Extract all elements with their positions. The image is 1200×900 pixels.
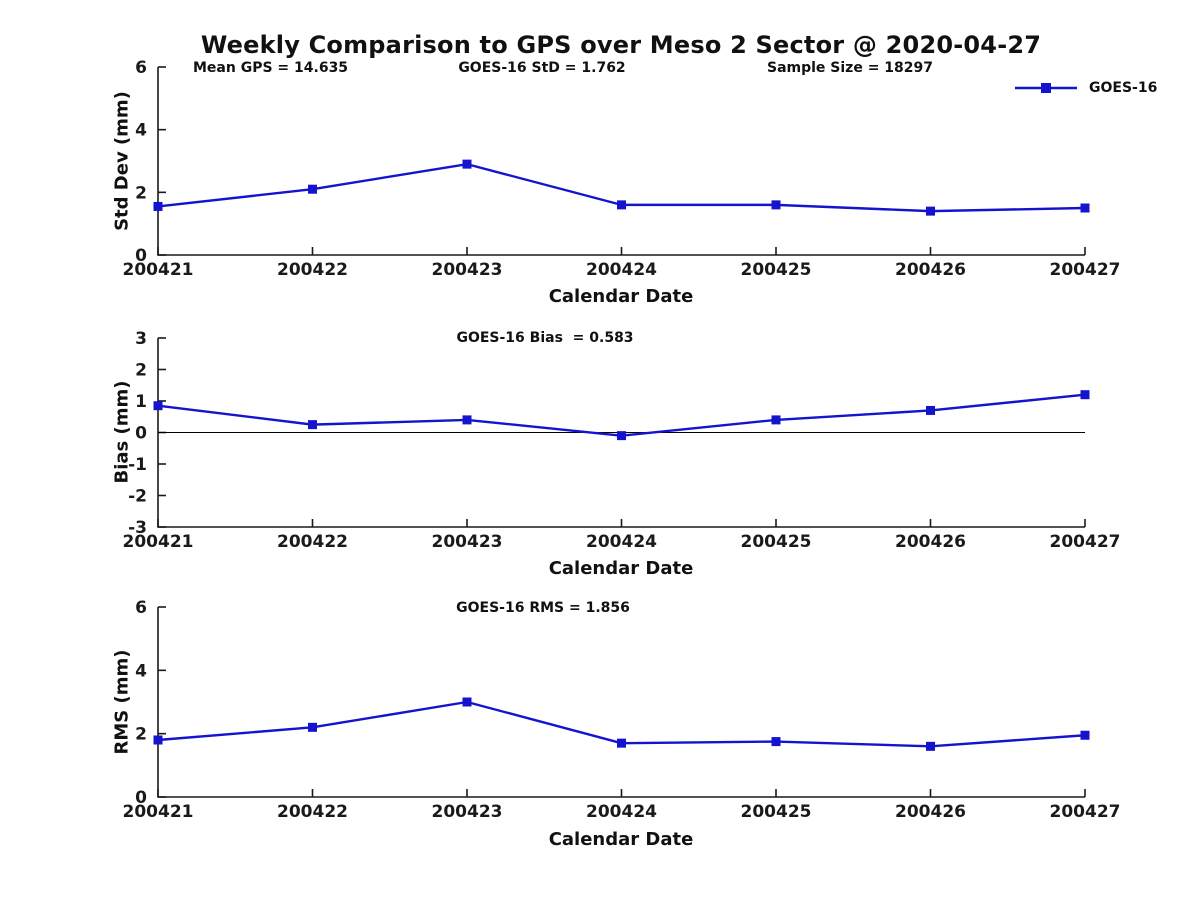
series-line: [157, 393, 1086, 437]
axes: [157, 67, 1085, 256]
mean-gps-annotation: Mean GPS = 14.635: [193, 60, 349, 76]
y-tick-label: -3: [128, 518, 147, 538]
bias-ylabel: Bias (mm): [111, 380, 133, 484]
y-tick-label: 6: [135, 58, 147, 78]
y-tick-label: 4: [135, 121, 147, 141]
y-tick-label: 1: [135, 392, 147, 412]
x-tick-label: 200423: [432, 260, 503, 280]
y-tick-label: 4: [135, 661, 147, 681]
data-point-marker: [462, 159, 472, 169]
y-tick-label: 2: [135, 725, 147, 745]
x-tick-label: 200427: [1050, 532, 1121, 552]
data-point-marker: [1080, 390, 1090, 400]
data-point-marker: [153, 401, 163, 411]
x-tick-label: 200423: [432, 532, 503, 552]
axes: [157, 607, 1085, 798]
data-point-marker: [462, 415, 472, 425]
data-point-marker: [308, 722, 317, 732]
goes16-std-annotation: GOES-16 StD = 1.762: [458, 60, 626, 76]
data-point-marker: [926, 206, 935, 216]
y-tick-label: 0: [135, 424, 147, 444]
x-tick-label: 200426: [895, 260, 966, 280]
y-tick-label: 0: [135, 788, 147, 808]
x-tick-label: 200423: [432, 802, 503, 822]
data-point-marker: [462, 697, 472, 707]
x-tick-label: 200426: [895, 532, 966, 552]
y-tick-label: 2: [135, 183, 147, 203]
data-point-marker: [308, 184, 317, 194]
series-line: [157, 700, 1086, 748]
x-tick-label: 200427: [1050, 802, 1121, 822]
x-tick-label: 200422: [277, 802, 348, 822]
goes16-bias-annotation: GOES-16 Bias = 0.583: [456, 330, 634, 346]
data-point-marker: [617, 738, 626, 748]
y-tick-label: 0: [135, 246, 147, 266]
data-point-marker: [926, 405, 935, 415]
axes: [157, 338, 1085, 528]
y-tick-label: 2: [135, 361, 147, 381]
sample-size-annotation: Sample Size = 18297: [766, 60, 934, 76]
data-point-marker: [771, 200, 781, 210]
data-point-marker: [1080, 730, 1090, 740]
y-tick-label: 6: [135, 598, 147, 618]
legend-label: GOES-16: [1089, 80, 1158, 96]
x-tick-label: 200425: [741, 532, 812, 552]
std-dev-xlabel: Calendar Date: [548, 286, 694, 307]
x-tick-label: 200421: [123, 260, 194, 280]
data-point-marker: [617, 431, 626, 441]
data-point-marker: [617, 200, 626, 210]
x-tick-label: 200422: [277, 532, 348, 552]
goes16-legend-marker: [1015, 83, 1077, 93]
rms-xlabel: Calendar Date: [548, 829, 694, 850]
y-tick-label: -2: [128, 487, 147, 507]
data-point-marker: [308, 420, 317, 430]
series-line: [157, 162, 1086, 213]
x-tick-label: 200421: [123, 532, 194, 552]
data-point-marker: [153, 735, 163, 745]
y-tick-label: 3: [135, 329, 147, 349]
goes16-rms-annotation: GOES-16 RMS = 1.856: [456, 600, 630, 616]
page-title: Weekly Comparison to GPS over Meso 2 Sec…: [200, 31, 1042, 59]
x-tick-label: 200421: [123, 802, 194, 822]
x-tick-label: 200425: [741, 802, 812, 822]
rms-ylabel: RMS (mm): [111, 649, 133, 755]
data-point-marker: [1080, 203, 1090, 213]
x-tick-label: 200424: [586, 532, 657, 552]
x-tick-label: 200427: [1050, 260, 1121, 280]
data-point-marker: [153, 201, 163, 211]
x-tick-label: 200422: [277, 260, 348, 280]
data-point-marker: [771, 415, 781, 425]
data-point-marker: [926, 741, 935, 751]
bias-xlabel: Calendar Date: [548, 558, 694, 579]
x-tick-label: 200424: [586, 802, 657, 822]
x-tick-label: 200426: [895, 802, 966, 822]
std-dev-ylabel: Std Dev (mm): [111, 91, 133, 231]
x-tick-label: 200424: [586, 260, 657, 280]
legend: GOES-16: [1014, 80, 1157, 96]
x-tick-label: 200425: [741, 260, 812, 280]
data-point-marker: [771, 737, 781, 747]
